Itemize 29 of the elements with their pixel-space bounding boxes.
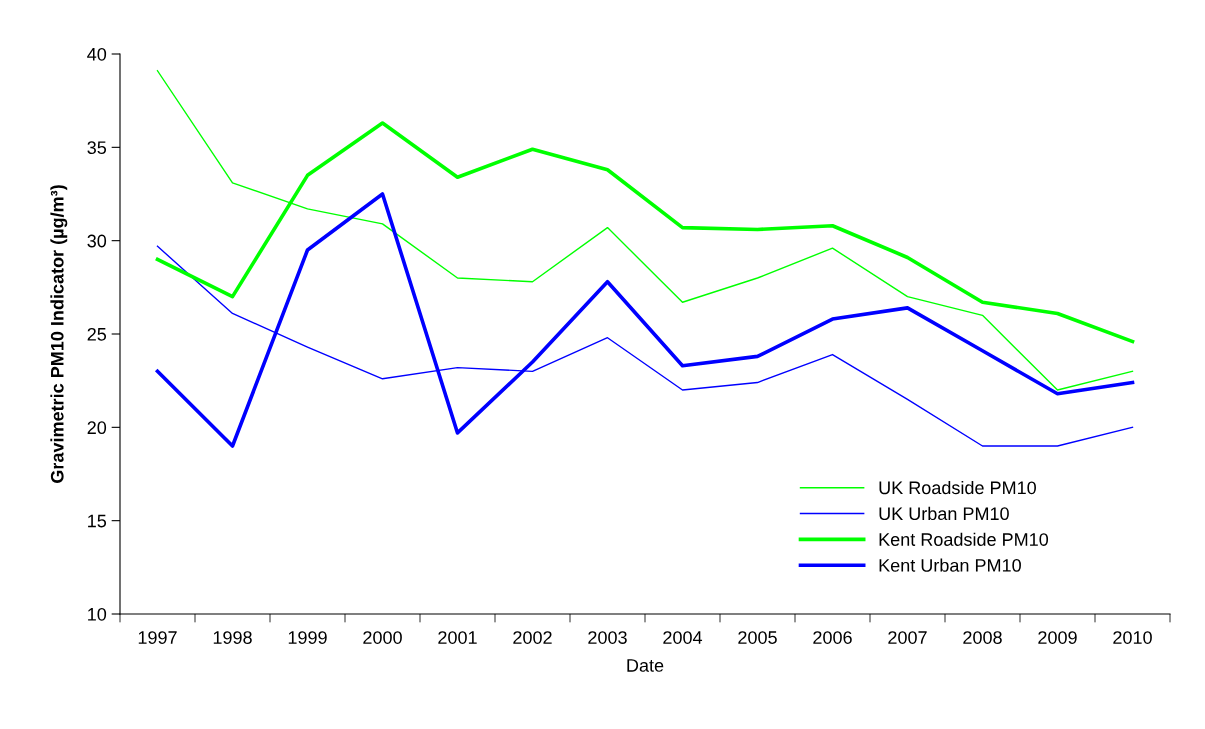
x-tick-label: 2006	[813, 631, 852, 644]
y-tick-label: 15	[88, 514, 107, 528]
x-tick-label: 2004	[663, 631, 703, 644]
x-tick-label: 2010	[1113, 631, 1152, 644]
x-tick-label: 2009	[1038, 631, 1077, 644]
x-tick-label: 2001	[438, 631, 477, 644]
line-series	[156, 70, 1134, 391]
legend-label: UK Urban PM10	[879, 506, 1009, 521]
y-axis-title: Gravimetric PM10 Indicator (µg/m³)	[50, 185, 68, 483]
x-tick-label: 2000	[363, 631, 402, 644]
x-tick-label: 1999	[288, 631, 327, 644]
legend-label: UK Roadside PM10	[879, 480, 1036, 495]
x-tick-label: 2002	[513, 631, 552, 644]
legend-label: Kent Roadside PM10	[879, 532, 1049, 546]
x-tick-label: 2003	[588, 631, 627, 644]
legend-label: Kent Urban PM10	[879, 558, 1021, 572]
x-tick-label: 2007	[888, 631, 927, 644]
x-tick-label: 2005	[738, 631, 777, 644]
y-tick-label: 20	[87, 421, 107, 435]
y-tick-label: 40	[87, 47, 107, 61]
x-tick-label: 1997	[138, 631, 177, 644]
y-tick-label: 10	[88, 607, 107, 621]
line-series	[155, 192, 1135, 448]
y-tick-label: 35	[87, 141, 107, 155]
y-tick-label: 25	[87, 327, 107, 341]
y-tick-label: 30	[87, 234, 107, 248]
x-axis-title: Date	[627, 659, 664, 672]
x-tick-label: 2008	[963, 631, 1002, 644]
x-tick-label: 1998	[213, 631, 252, 644]
